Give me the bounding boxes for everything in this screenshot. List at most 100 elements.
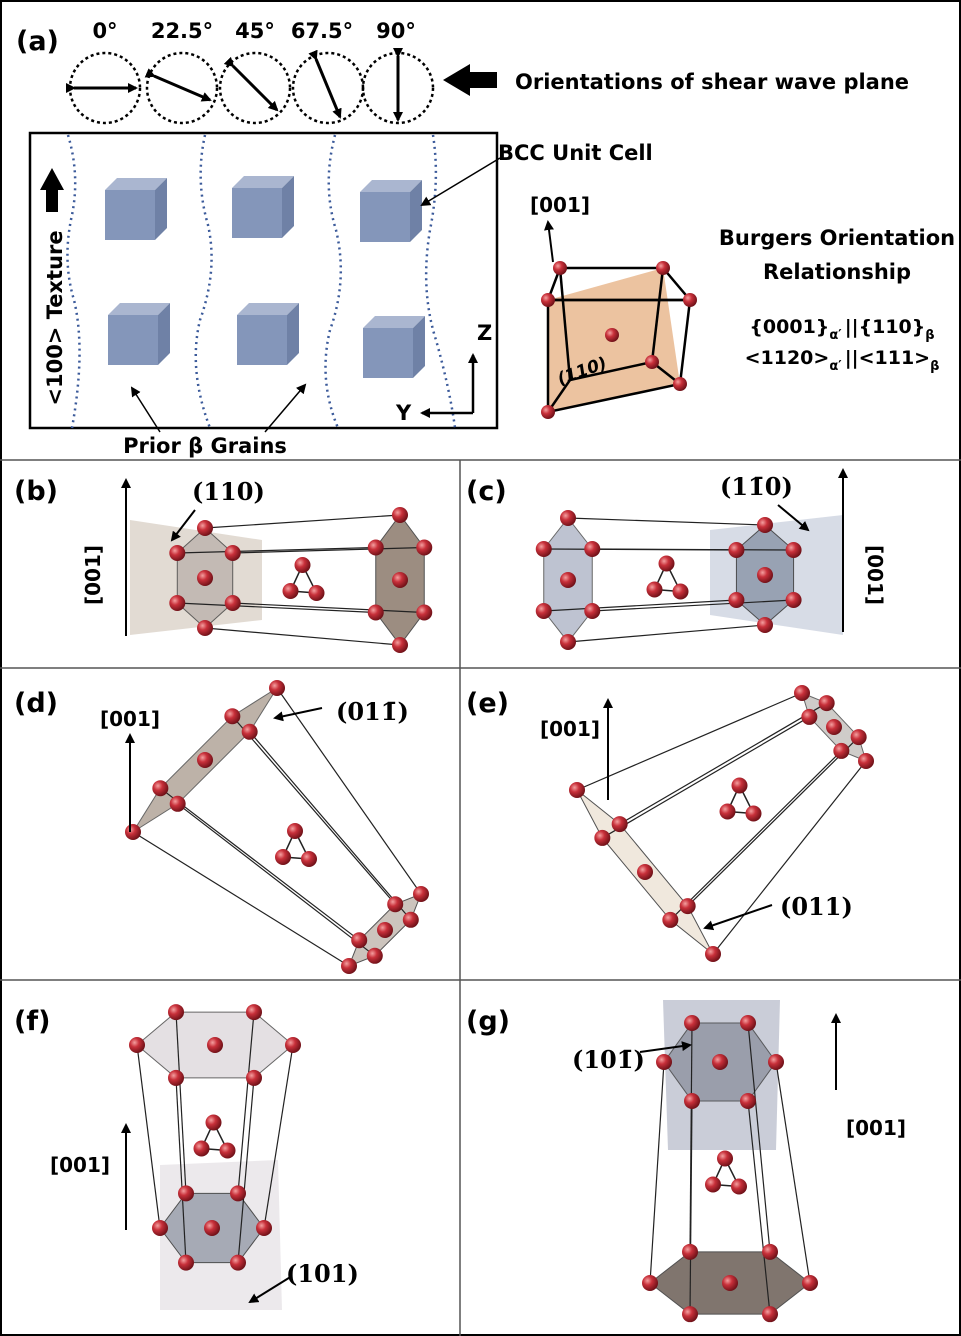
panel-label: (b) [14, 476, 58, 507]
leader-arrow [705, 905, 772, 928]
relation: {0001}α′||{110}β [749, 316, 934, 343]
atom [722, 1275, 738, 1291]
atom [584, 603, 600, 619]
relation-part: || [845, 347, 859, 369]
atom [851, 729, 867, 745]
direction-label: [001] [81, 545, 105, 605]
atom [673, 377, 687, 391]
atom [178, 1185, 194, 1201]
plane-label: (101) [286, 1259, 359, 1288]
atom [275, 849, 291, 865]
bond [160, 788, 359, 940]
atom [684, 1015, 700, 1031]
atom [584, 541, 600, 557]
atom [152, 780, 168, 796]
atom [802, 1275, 818, 1291]
atom [341, 958, 357, 974]
panel-label: (f) [14, 1006, 50, 1037]
grain-boundary [326, 135, 341, 428]
atom [682, 1244, 698, 1260]
atom [269, 680, 285, 696]
atom [569, 782, 585, 798]
atom [283, 583, 299, 599]
atom [129, 1037, 145, 1053]
grain-boundary [67, 135, 79, 428]
atom [757, 517, 773, 533]
crystal-panel: (g)(101̄)[001] [466, 1000, 906, 1322]
atom [204, 1220, 220, 1236]
relation-part: || [845, 316, 859, 338]
relation-part: <1120> [745, 347, 830, 369]
atom [392, 572, 408, 588]
crystal-panel: (e)(011)[001] [466, 685, 874, 962]
relation: <1120>α′||<111>β [745, 347, 940, 374]
atom [732, 778, 748, 794]
atom [377, 922, 393, 938]
atom [368, 540, 384, 556]
angle-label: 67.5° [291, 19, 353, 43]
figure: (a) 0° 22.5° 45° 67.5° 90° Orientations … [0, 0, 961, 1336]
atom [731, 1179, 747, 1195]
atom [858, 753, 874, 769]
atom [553, 261, 567, 275]
atom [178, 1255, 194, 1271]
atom [301, 851, 317, 867]
atom [720, 804, 736, 820]
atom [740, 1015, 756, 1031]
plane-label: (011̄) [336, 697, 409, 726]
caption: Orientations of shear wave plane [515, 70, 909, 94]
plane-label: (011) [780, 892, 853, 921]
atom [197, 620, 213, 636]
relation-part: {0001} [749, 316, 829, 338]
atom [403, 912, 419, 928]
direction-label: [001] [863, 545, 887, 605]
atom [541, 405, 555, 419]
atom [152, 1220, 168, 1236]
relation-part: <111> [859, 347, 931, 369]
atom [705, 1177, 721, 1193]
bond [688, 737, 859, 906]
atom [605, 328, 619, 342]
direction-arrow [548, 222, 553, 262]
axis-label: Z [477, 321, 492, 345]
atom [197, 520, 213, 536]
atom [536, 603, 552, 619]
leader-arrow [422, 158, 500, 205]
atom [225, 545, 241, 561]
angle-label: 90° [376, 19, 416, 43]
bond [568, 518, 765, 525]
panel-label: (d) [14, 688, 58, 719]
orientation-arrow [154, 76, 210, 100]
atom [367, 948, 383, 964]
atom [768, 1054, 784, 1070]
orientation-arrow [316, 59, 340, 117]
orientation-arrow [233, 66, 277, 110]
atom [762, 1244, 778, 1260]
cube-front [360, 192, 410, 242]
atom [246, 1070, 262, 1086]
atom [740, 1093, 756, 1109]
atom [647, 582, 663, 598]
atom [285, 1037, 301, 1053]
atom [224, 708, 240, 724]
atom [801, 709, 817, 725]
atom [169, 545, 185, 561]
texture-arrow [40, 168, 64, 212]
relation-sub: α′ [829, 359, 842, 374]
relation-sub: α′ [829, 328, 842, 343]
bcc-label: BCC Unit Cell [498, 141, 653, 165]
cube-front [237, 315, 287, 365]
atom [746, 806, 762, 822]
atom [295, 557, 311, 573]
atom [682, 1306, 698, 1322]
angle-label: 22.5° [151, 19, 213, 43]
atom [757, 617, 773, 633]
atom [416, 605, 432, 621]
atom [637, 864, 653, 880]
direction-label: [001] [530, 193, 590, 217]
burgers-title: Relationship [763, 260, 911, 284]
cube-front [363, 328, 413, 378]
atom [197, 752, 213, 768]
crystal-panel: (b)(110)[001] [14, 476, 432, 653]
atom [728, 542, 744, 558]
